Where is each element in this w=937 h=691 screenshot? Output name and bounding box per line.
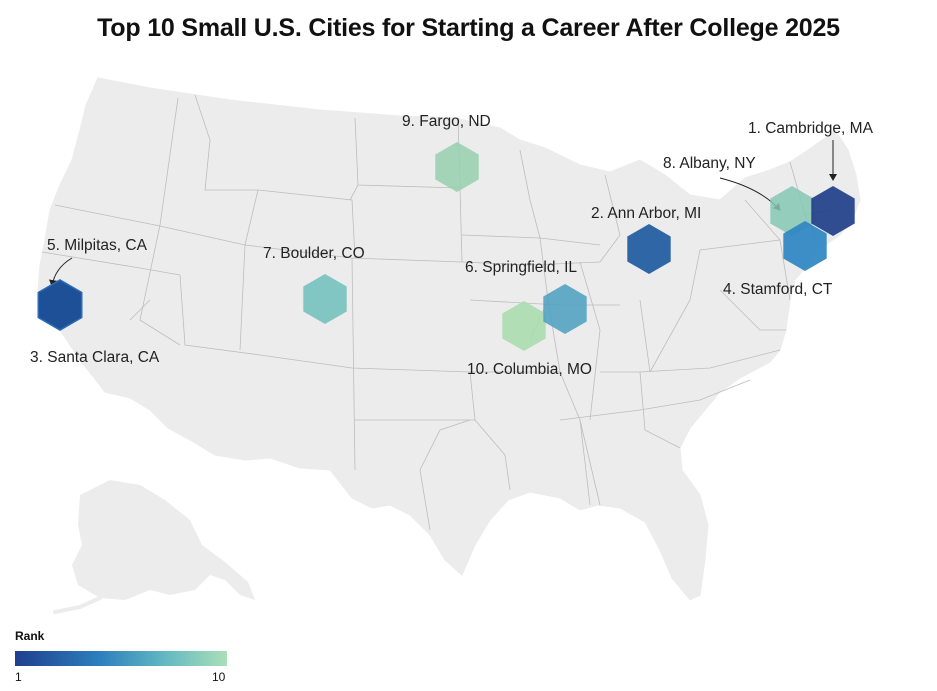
city-hexagon-rank-3[interactable] <box>37 279 83 331</box>
city-label-rank-5: 5. Milpitas, CA <box>47 237 148 254</box>
legend-min-label: 1 <box>15 670 22 684</box>
city-hexagon-rank-2[interactable] <box>627 224 671 274</box>
legend-color-bar <box>15 651 227 666</box>
city-hexagon-rank-7[interactable] <box>303 274 347 324</box>
alaska-panhandle <box>202 545 255 600</box>
city-label-rank-2: 2. Ann Arbor, MI <box>591 205 701 222</box>
city-hexagon-rank-1[interactable] <box>811 186 855 236</box>
legend-max-label: 10 <box>212 670 226 684</box>
milpitas-arrow <box>49 257 73 287</box>
legend-title: Rank <box>15 629 45 643</box>
city-label-rank-9: 9. Fargo, ND <box>402 113 491 130</box>
city-markers <box>37 142 855 351</box>
chart-title: Top 10 Small U.S. Cities for Starting a … <box>97 14 840 42</box>
city-label-rank-3: 3. Santa Clara, CA <box>30 349 160 366</box>
city-label-rank-1: 1. Cambridge, MA <box>748 120 874 137</box>
city-label-rank-7: 7. Boulder, CO <box>263 245 365 262</box>
alaska-aleutians <box>53 596 102 614</box>
city-label-rank-4: 4. Stamford, CT <box>723 281 833 298</box>
city-hexagon-rank-10[interactable] <box>502 301 546 351</box>
city-hexagon-rank-6[interactable] <box>543 284 587 334</box>
city-hexagon-rank-4[interactable] <box>783 221 827 271</box>
city-label-rank-8: 8. Albany, NY <box>663 155 756 172</box>
city-hexagon-rank-9[interactable] <box>435 142 479 192</box>
alaska-landmass <box>72 480 210 600</box>
city-label-rank-10: 10. Columbia, MO <box>467 361 592 378</box>
contiguous-us-landmass <box>37 77 861 601</box>
city-labels: 1. Cambridge, MA 2. Ann Arbor, MI 3. Santa… <box>30 113 874 378</box>
city-label-rank-6: 6. Springfield, IL <box>465 259 577 276</box>
